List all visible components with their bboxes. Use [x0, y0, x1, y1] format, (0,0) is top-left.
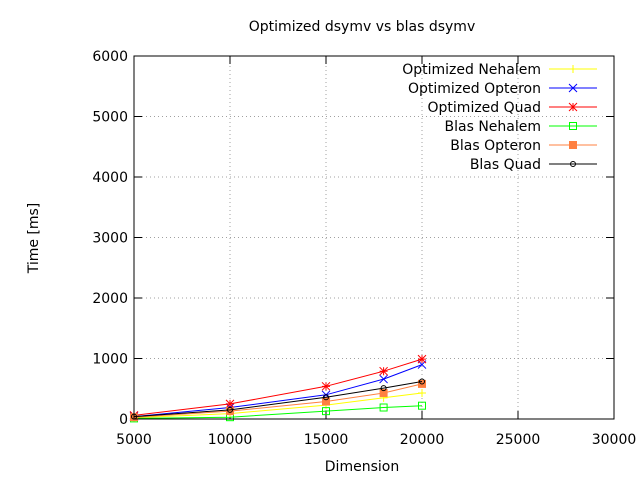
series-group	[129, 354, 427, 423]
data-point-marker	[379, 374, 388, 384]
data-point-marker	[380, 385, 387, 392]
legend-label: Blas Opteron	[450, 138, 541, 154]
x-tick-label: 5000	[116, 432, 152, 448]
data-point-marker	[569, 65, 577, 73]
data-point-marker	[379, 388, 388, 397]
data-point-marker	[568, 83, 578, 93]
legend-entry: Optimized Opteron	[408, 81, 597, 97]
data-point-marker	[570, 161, 576, 167]
y-tick-label: 4000	[92, 170, 128, 186]
data-point-marker	[569, 122, 577, 130]
data-point-marker	[419, 378, 425, 385]
data-point-marker	[322, 397, 330, 406]
series-line	[133, 405, 423, 419]
data-point-marker	[323, 394, 329, 401]
data-point-marker	[568, 102, 578, 112]
legend-label: Optimized Nehalem	[402, 62, 541, 78]
x-tick-label: 15000	[304, 432, 349, 448]
data-point-marker	[321, 381, 331, 391]
y-axis-title: Time [ms]	[26, 203, 42, 275]
data-point-marker	[322, 407, 330, 416]
legend-label: Blas Quad	[470, 157, 541, 173]
x-axis-title: Dimension	[325, 459, 399, 475]
data-point-marker	[379, 403, 388, 412]
y-tick-label: 2000	[92, 291, 128, 307]
data-point-marker	[227, 406, 233, 413]
legend-entry: Blas Quad	[470, 157, 597, 173]
x-tick-label: 10000	[208, 432, 253, 448]
y-tick-label: 5000	[92, 110, 128, 126]
data-point-marker	[379, 366, 388, 376]
legend: Optimized Nehalem Optimized Opteron Optimi…	[402, 62, 597, 173]
y-tick-label: 1000	[92, 352, 128, 368]
legend-label: Blas Nehalem	[445, 119, 542, 135]
legend-entry: Optimized Quad	[428, 100, 597, 116]
y-tick-label: 6000	[92, 49, 128, 65]
legend-entry: Blas Nehalem	[445, 119, 597, 135]
legend-label: Optimized Quad	[428, 100, 541, 116]
x-tick-label: 30000	[592, 432, 637, 448]
data-point-marker	[225, 399, 235, 409]
legend-entry: Blas Opteron	[450, 138, 597, 154]
series-line	[133, 381, 423, 418]
data-point-marker	[418, 401, 426, 410]
legend-label: Optimized Opteron	[408, 81, 541, 97]
data-point-marker	[417, 354, 427, 364]
x-tick-label: 25000	[496, 432, 541, 448]
data-point-marker	[418, 388, 426, 397]
plot-frame	[133, 55, 615, 420]
x-tick-label: 20000	[400, 432, 445, 448]
series-blas-nehalem	[130, 401, 426, 423]
y-tick-label: 3000	[92, 231, 128, 247]
y-tick-label: 0	[119, 412, 128, 428]
chart-title: Optimized dsymv vs blas dsymv	[249, 19, 475, 35]
data-point-marker	[569, 141, 577, 149]
legend-entry: Optimized Nehalem	[402, 62, 597, 78]
axis-ticks: 0 1000 2000 3000 4000 5000 6000 5000 10000 15000 2…	[92, 49, 636, 448]
